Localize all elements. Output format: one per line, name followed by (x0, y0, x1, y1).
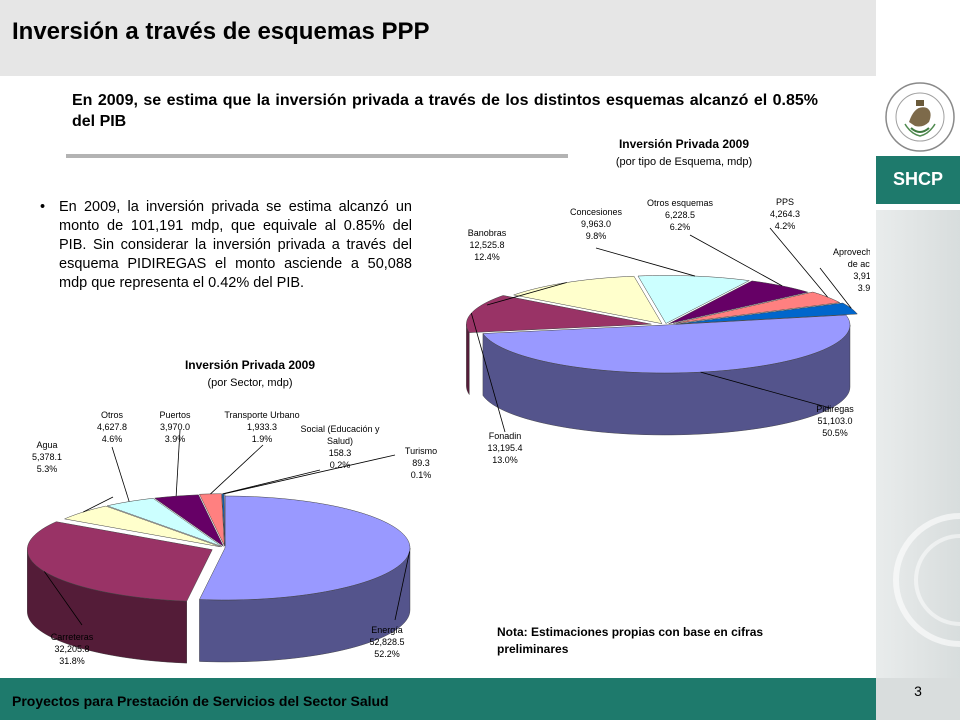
slice-pps-name: PPS (776, 197, 794, 207)
shcp-acronym: SHCP (892, 169, 943, 189)
page-number-box: 3 (876, 678, 960, 720)
slice-pps-percent: 4.2% (775, 221, 796, 231)
footer-text: Proyectos para Prestación de Servicios d… (12, 693, 389, 709)
slice-otros-percent: 4.6% (102, 434, 123, 444)
slice-agua-percent: 5.3% (37, 464, 58, 474)
chart-title: Inversión Privada 2009 (185, 358, 315, 372)
slice-aprovechamiento-de-activos-percent: 3.9% (858, 283, 870, 293)
slice-transporte-urbano-percent: 1.9% (252, 434, 273, 444)
slice-energia-leader-line (394, 551, 410, 621)
slice-aprovechamiento-de-activos-leader-line (819, 267, 852, 309)
page-number: 3 (914, 683, 922, 699)
slice-social-educacion-y-salud-percent: 0.2% (330, 460, 351, 470)
slice-fonadin-name: Fonadin (489, 431, 522, 441)
shcp-logo: SHCP (876, 156, 960, 204)
slice-banobras-name: Banobras (468, 228, 507, 238)
slice-concesiones-percent: 9.8% (586, 231, 607, 241)
chart-esquema: Inversión Privada 2009 (por tipo de Esqu… (466, 137, 870, 465)
slide-title: Inversión a través de esquemas PPP (12, 18, 430, 45)
decorative-panel (876, 210, 960, 720)
slice-transporte-urbano-leader-line (210, 444, 264, 495)
slice-fonadin-side (466, 324, 470, 396)
slice-banobras-value: 12,525.8 (469, 240, 504, 250)
slice-carreteras-value: 32,205.8 (54, 644, 89, 654)
watermark-seal-icon (893, 513, 960, 647)
slice-pps-leader-line (769, 227, 828, 298)
chart-title: Inversión Privada 2009 (619, 137, 749, 151)
slice-puertos-value: 3,970.0 (160, 422, 190, 432)
bullet-text: En 2009, la inversión privada se estima … (59, 199, 412, 291)
slice-social-educacion-y-salud-leader-line (222, 469, 321, 495)
chart-subtitle: (por tipo de Esquema, mdp) (616, 156, 752, 168)
divider (66, 154, 568, 158)
footer-bar: Proyectos para Prestación de Servicios d… (0, 678, 876, 720)
slice-pidiregas-leader-line (700, 371, 831, 409)
slice-carreteras-leader-line (43, 571, 83, 626)
slice-transporte-urbano-value: 1,933.3 (247, 422, 277, 432)
slice-otros-esquemas-value: 6,228.5 (665, 210, 695, 220)
slice-pidiregas-percent: 50.5% (822, 428, 848, 438)
slice-fonadin-value: 13,195.4 (487, 443, 522, 453)
bullet-icon: • (40, 199, 46, 215)
note: Nota: Estimaciones propias con base en c… (497, 625, 764, 656)
slice-otros-value: 4,627.8 (97, 422, 127, 432)
slice-otros-esquemas-name: Otros esquemas (647, 198, 714, 208)
slice-aprovechamiento-de-activos-value: 3,911.0 (853, 271, 870, 281)
slice-concesiones (637, 275, 751, 324)
slice-agua-leader-line (83, 496, 114, 513)
slice-agua-name: Agua (36, 440, 57, 450)
slice-otros-name: Otros (101, 410, 124, 420)
slice-turismo-leader-line (224, 454, 396, 495)
slice-social-educacion-y-salud-value: 158.3 (329, 448, 352, 458)
slice-pidiregas-name: Pidiregas (816, 404, 854, 414)
slice-energia-value: 52,828.5 (369, 637, 404, 647)
slice-banobras-leader-line (486, 282, 567, 306)
slice-energia-name: Energía (371, 625, 403, 635)
slice-turismo-name: Turismo (405, 446, 437, 456)
slice-carreteras-name: Carreteras (51, 632, 94, 642)
slice-pidiregas (482, 314, 851, 374)
title-bar: Inversión a través de esquemas PPP (0, 0, 876, 76)
slice-otros-esquemas-percent: 6.2% (670, 222, 691, 232)
slice-otros-leader-line (111, 446, 130, 502)
slice-transporte-urbano-name: Transporte Urbano (224, 410, 299, 420)
bullet-item: • En 2009, la inversión privada se estim… (40, 198, 412, 293)
slice-puertos-name: Puertos (159, 410, 191, 420)
chart-sector: Inversión Privada 2009 (por Sector, mdp)… (27, 358, 437, 666)
slice-banobras-percent: 12.4% (474, 252, 500, 262)
slice-agua-value: 5,378.1 (32, 452, 62, 462)
intro-statement: En 2009, se estima que la inversión priv… (72, 92, 818, 130)
slice-pidiregas-value: 51,103.0 (817, 416, 852, 426)
slice-otros-esquemas-leader-line (689, 234, 783, 287)
slice-aprovechamiento-de-activos-name-2: de activos (848, 259, 870, 269)
slice-energia-percent: 52.2% (374, 649, 400, 659)
slice-turismo-value: 89.3 (412, 458, 430, 468)
slice-fonadin-leader-line (470, 313, 506, 433)
slice-social-educacion-y-salud-name: Social (Educación y (300, 424, 380, 434)
slice-fonadin-percent: 13.0% (492, 455, 518, 465)
slice-turismo-percent: 0.1% (411, 470, 432, 480)
slice-puertos-percent: 3.9% (165, 434, 186, 444)
chart-subtitle: (por Sector, mdp) (208, 377, 293, 389)
slice-social-educacion-y-salud-name-2: Salud) (327, 436, 353, 446)
slice-carreteras-percent: 31.8% (59, 656, 85, 666)
slice-transporte-urbano (199, 493, 225, 546)
slice-concesiones-name: Concesiones (570, 207, 623, 217)
mexican-seal-icon (885, 82, 955, 152)
slice-otros-esquemas (668, 280, 809, 325)
slice-aprovechamiento-de-activos-name: Aprovechamiento (833, 247, 870, 257)
slice-concesiones-value: 9,963.0 (581, 219, 611, 229)
slice-puertos-leader-line (175, 429, 181, 497)
slice-concesiones-leader-line (595, 247, 696, 277)
slice-pps-value: 4,264.3 (770, 209, 800, 219)
slice-puertos (153, 494, 225, 548)
